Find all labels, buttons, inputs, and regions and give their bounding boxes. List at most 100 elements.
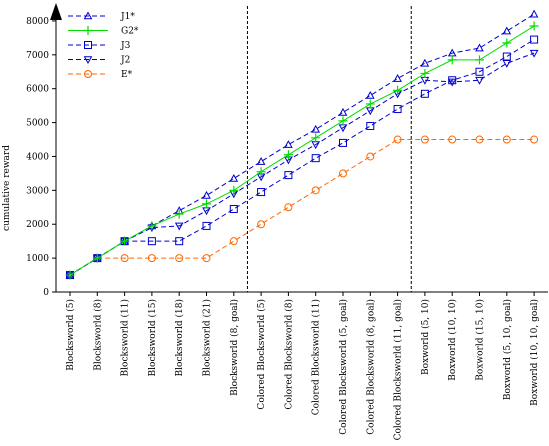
data-point (502, 135, 511, 144)
data-point (502, 38, 512, 48)
data-point (120, 254, 129, 263)
data-point (147, 254, 156, 263)
data-point (147, 237, 156, 246)
x-tick-label: Colored Blocksworld (11, goal) (393, 299, 404, 440)
data-point (202, 190, 211, 199)
data-point (366, 152, 375, 161)
data-point (175, 237, 184, 246)
data-point (338, 107, 348, 116)
x-tick-label: Blocksworld (8, goal) (229, 299, 240, 396)
x-tick-label: Colored Blocksworld (5, goal) (338, 299, 349, 435)
legend-swatch-marker (84, 41, 92, 49)
x-tick-label: Colored Blocksworld (11) (311, 299, 322, 415)
data-point (475, 76, 484, 85)
x-tick-label: Colored Blocksworld (8, goal) (365, 299, 376, 435)
data-point (530, 135, 539, 144)
data-point (311, 124, 321, 133)
data-point (311, 186, 320, 195)
y-tick-label: 5000 (26, 119, 49, 129)
y-axis-arrow (50, 3, 62, 20)
x-tick-label: Boxworld (10, 10, goal) (529, 299, 540, 406)
legend-label: E* (121, 70, 133, 80)
legend-swatch-marker (83, 11, 93, 20)
data-point (530, 35, 539, 44)
y-tick-label: 2000 (26, 220, 49, 230)
legend-swatch-marker (83, 56, 93, 65)
data-point (529, 49, 539, 58)
data-point (365, 90, 375, 99)
y-tick-label: 8000 (26, 17, 49, 27)
data-point (202, 254, 211, 263)
data-point (120, 236, 130, 246)
data-point (366, 121, 375, 130)
series-group (65, 9, 539, 280)
series-e-star (66, 135, 539, 280)
data-point (284, 171, 293, 180)
data-point (502, 52, 511, 61)
data-point (256, 167, 266, 177)
data-point (475, 55, 484, 65)
y-axis-label: cumulative reward (2, 145, 12, 231)
x-tick-label: Boxworld (15, 10) (475, 299, 486, 381)
data-point (229, 237, 238, 246)
y-tick-label: 6000 (26, 85, 49, 95)
data-point (502, 59, 512, 68)
legend-item: G2* (68, 26, 139, 37)
series-line (69, 139, 535, 276)
series-j1-star (65, 9, 539, 279)
data-point (420, 135, 429, 144)
data-point (174, 222, 184, 231)
series-j3 (66, 35, 539, 280)
data-point (257, 188, 266, 197)
data-point (475, 135, 484, 144)
data-point (283, 150, 293, 160)
series-g2-star (65, 21, 539, 280)
series-j2 (65, 49, 539, 280)
legend-item: E* (68, 70, 133, 80)
data-point (420, 58, 430, 67)
legend: J1* G2* J3 J2 E* (68, 11, 139, 80)
data-point (175, 254, 184, 263)
data-point (338, 116, 348, 126)
data-point (448, 135, 457, 144)
legend-item: J1* (68, 11, 135, 22)
legend-item: J3 (68, 41, 131, 51)
x-tick-label: Boxworld (5, 10) (420, 299, 431, 375)
data-point (229, 173, 239, 182)
y-tick-label: 0 (43, 288, 49, 298)
data-point (174, 209, 184, 219)
data-point (393, 105, 402, 114)
data-point (311, 133, 321, 143)
series-line (69, 39, 535, 276)
legend-item: J2 (68, 56, 130, 66)
data-point (92, 253, 102, 263)
data-point (393, 74, 402, 82)
data-point (502, 26, 512, 35)
group-separators (246, 6, 412, 292)
data-point (284, 140, 293, 148)
series-line (69, 13, 535, 276)
data-point (257, 220, 266, 229)
data-point (475, 43, 484, 52)
y-tick-label: 3000 (26, 186, 49, 196)
data-point (529, 9, 539, 18)
data-point (202, 199, 211, 209)
data-point (147, 221, 157, 231)
data-point (229, 185, 239, 195)
data-point (447, 78, 457, 87)
data-point (393, 85, 403, 95)
data-point (202, 221, 211, 230)
series-line (69, 25, 535, 276)
data-point (365, 99, 375, 109)
legend-label: G2* (121, 27, 139, 37)
data-point (284, 203, 293, 212)
x-tick-label: Boxworld (10, 10) (447, 299, 458, 381)
data-point (256, 157, 266, 165)
x-tick-label: Blocksworld (21) (202, 299, 213, 376)
x-tick-label: Blocksworld (8) (92, 299, 103, 371)
series-line (69, 52, 535, 276)
legend-label: J3 (120, 41, 131, 51)
legend-swatch-marker (83, 26, 93, 35)
